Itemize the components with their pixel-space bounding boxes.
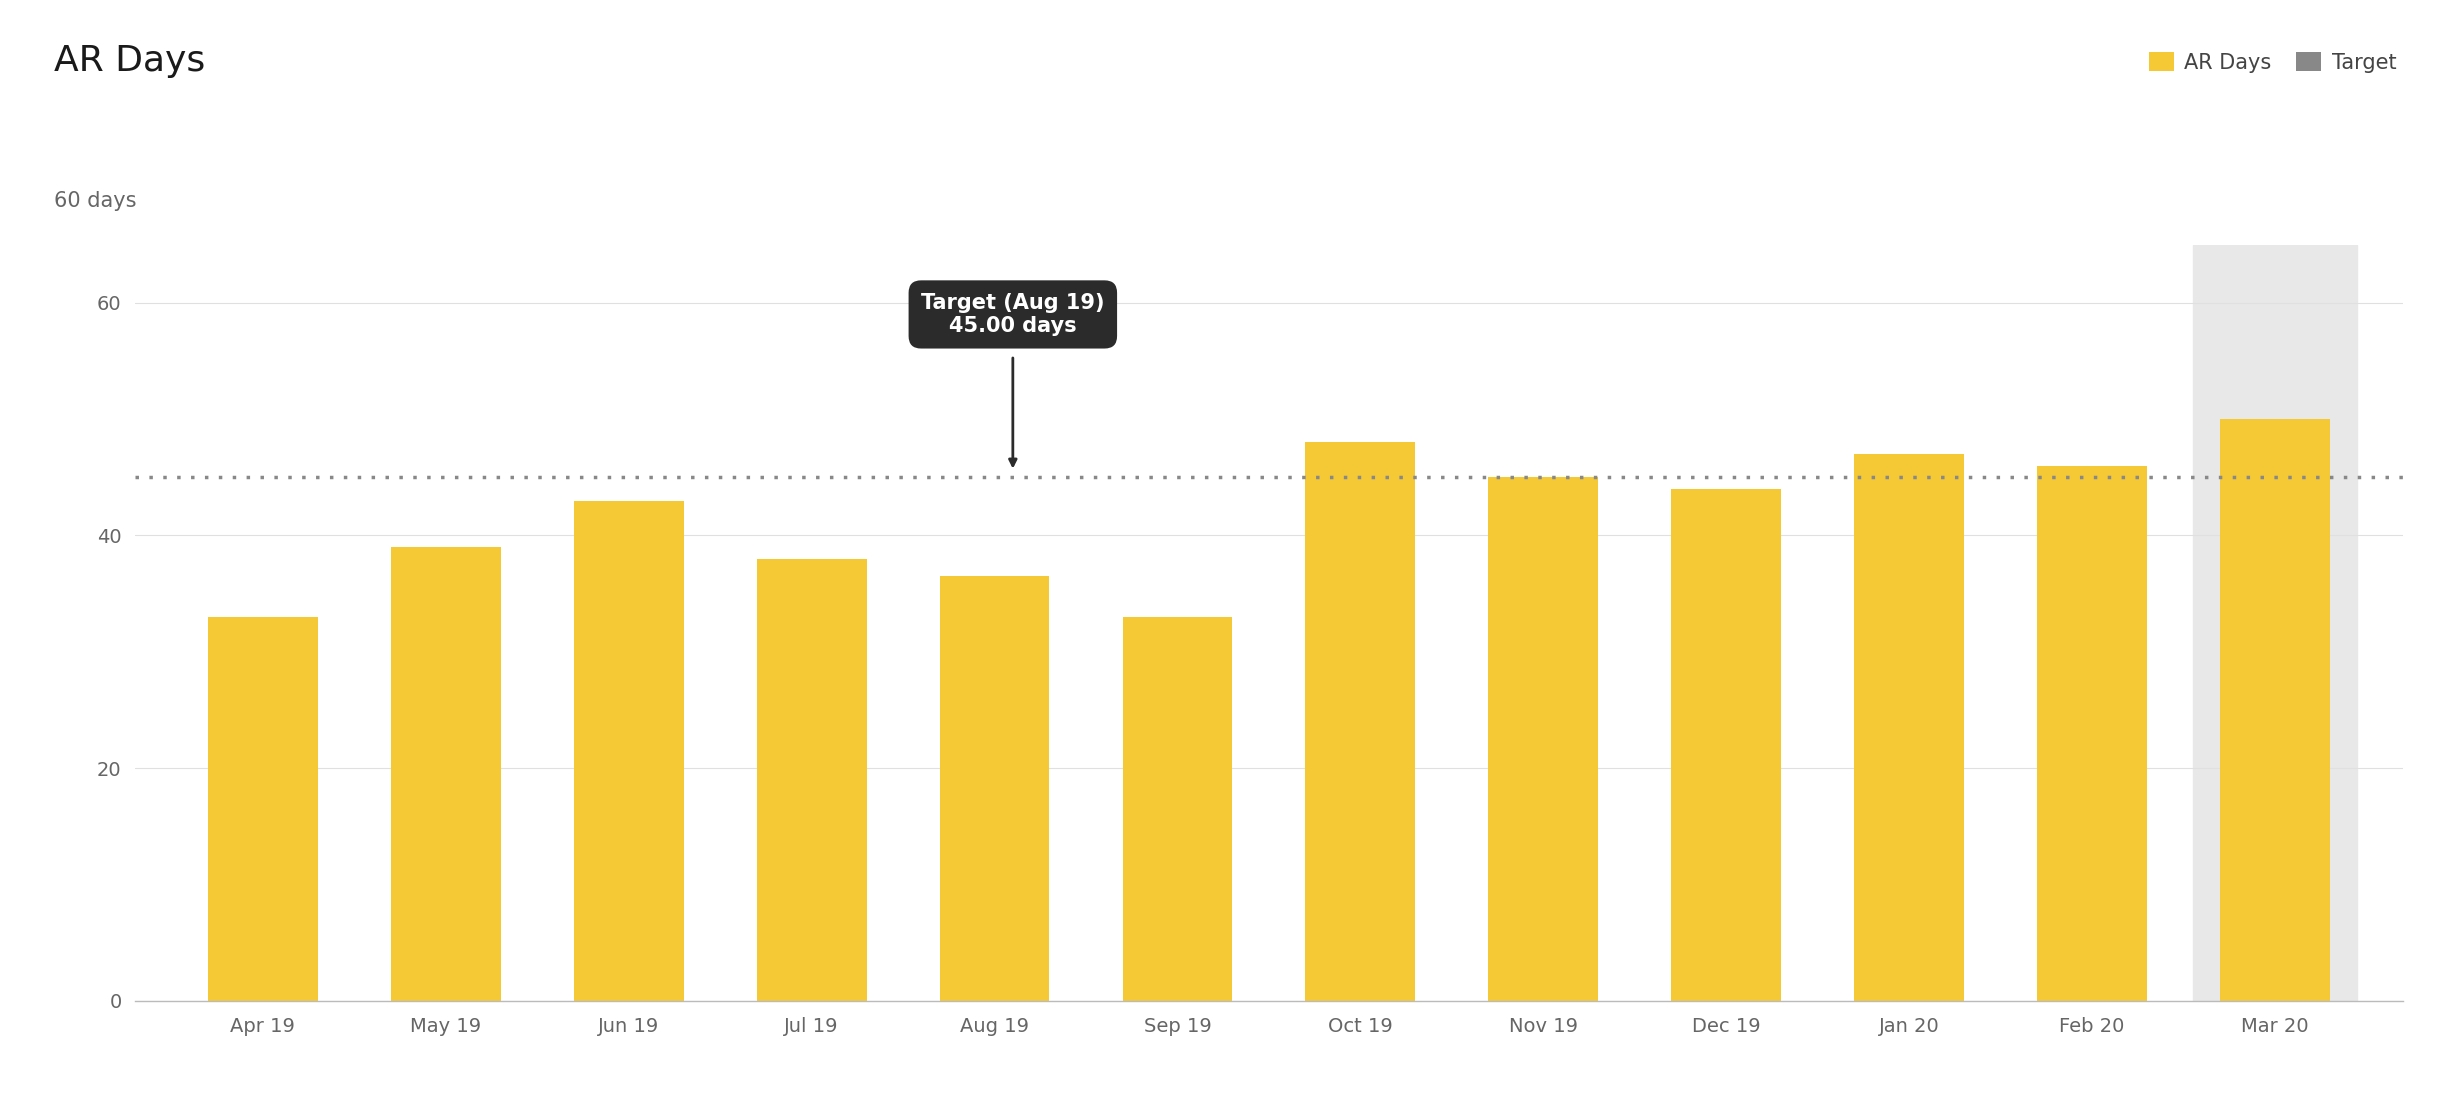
Text: 60 days: 60 days	[54, 191, 137, 211]
Bar	[2192, 245, 2356, 1001]
Bar	[1304, 443, 1415, 1001]
Bar	[1854, 454, 1964, 1001]
Bar	[1672, 489, 1780, 1001]
Legend: AR Days, Target: AR Days, Target	[2141, 43, 2405, 81]
Bar	[758, 558, 866, 1001]
Bar	[2038, 466, 2148, 1001]
Bar	[208, 617, 319, 1001]
Bar	[2219, 419, 2329, 1001]
Bar	[574, 500, 684, 1001]
Bar	[1123, 617, 1233, 1001]
Text: AR Days: AR Days	[54, 43, 206, 78]
Bar	[1488, 477, 1599, 1001]
Text: Target (Aug 19)
45.00 days: Target (Aug 19) 45.00 days	[922, 292, 1103, 475]
Bar	[390, 547, 500, 1001]
Bar	[939, 576, 1049, 1001]
